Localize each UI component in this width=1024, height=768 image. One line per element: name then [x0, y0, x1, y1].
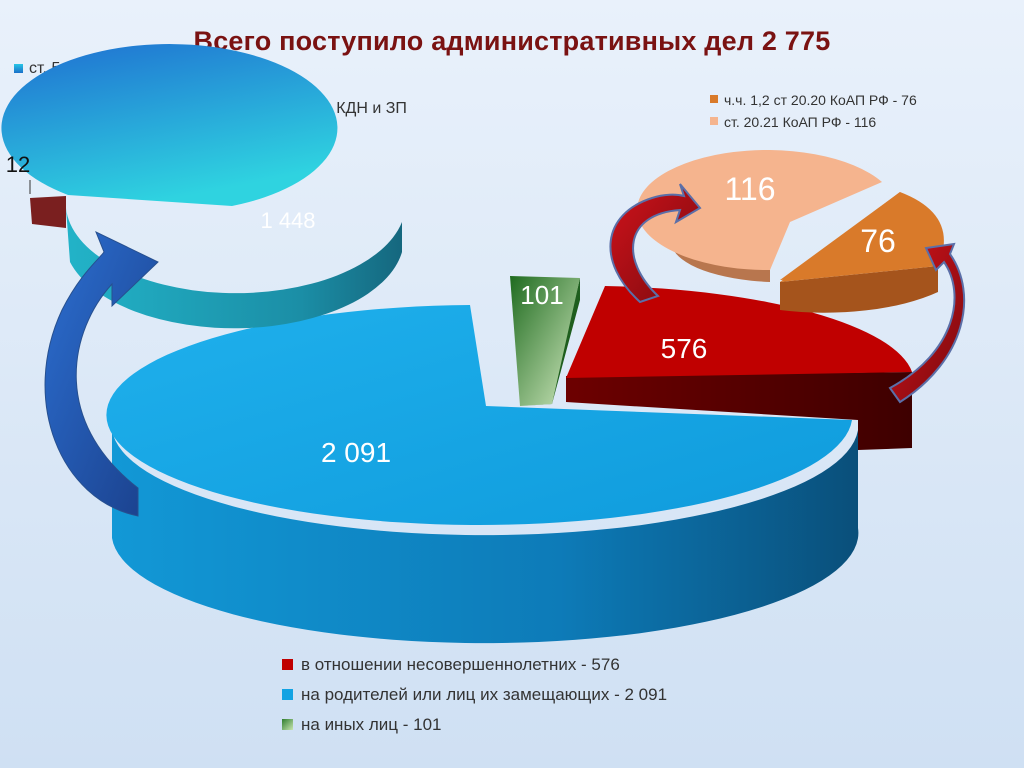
legend-label: на родителей или лиц их замещающих - 2 0…	[301, 685, 668, 704]
right-pie-slice-116-side	[672, 232, 770, 282]
main-pie-red-side	[566, 372, 912, 450]
main-pie-slice-others	[510, 276, 580, 406]
small-pie-slice-kdn	[30, 196, 66, 228]
main-pie-green-side	[520, 278, 580, 406]
legend-item-minors: в отношении несовершеннолетних - 576	[282, 650, 842, 680]
legend-swatch	[282, 719, 293, 730]
main-pie-slice-parents	[106, 305, 852, 525]
legend-item-parents: на родителей или лиц их замещающих - 2 0…	[282, 680, 842, 710]
data-label-535: 1 448	[260, 208, 315, 233]
right-pie-slice-76-side	[780, 266, 938, 313]
legend-swatch	[14, 64, 23, 73]
legend-bottom: в отношении несовершеннолетних - 576 на …	[282, 650, 842, 740]
legend-label: ч.ч. 1,2 ст 20.20 КоАП РФ - 76	[724, 92, 917, 108]
legend-swatch	[282, 659, 293, 670]
data-label-2021: 116	[724, 171, 775, 207]
data-label-kdn: 12	[6, 152, 30, 177]
legend-swatch	[710, 117, 718, 125]
legend-label: ст. 20.21 КоАП РФ - 116	[724, 114, 877, 130]
small-pie-slice-535	[1, 44, 338, 206]
arrow-left-icon	[44, 230, 159, 517]
main-pie-blue-side	[112, 420, 859, 644]
legend-label: в отношении несовершеннолетних - 576	[301, 655, 620, 674]
data-label-minors: 576	[661, 333, 708, 364]
data-label-2020: 76	[860, 223, 896, 259]
legend-swatch	[710, 95, 718, 103]
legend-swatch	[282, 689, 293, 700]
small-pie-side	[66, 208, 402, 329]
right-pie-slice-116	[637, 150, 882, 271]
legend-item-2020: ч.ч. 1,2 ст 20.20 КоАП РФ - 76	[710, 90, 1010, 110]
data-label-others: 101	[520, 280, 563, 310]
main-pie-slice-minors	[566, 286, 912, 378]
legend-top-right: ч.ч. 1,2 ст 20.20 КоАП РФ - 76 ст. 20.21…	[710, 90, 1010, 132]
legend-item-2021: ст. 20.21 КоАП РФ - 116	[710, 112, 1010, 132]
legend-label: на иных лиц - 101	[301, 715, 442, 734]
legend-item-others: на иных лиц - 101	[282, 710, 842, 740]
right-pie-slice-76-face	[780, 192, 944, 282]
arrow-right-top-icon	[609, 183, 702, 304]
page-title: Всего поступило административных дел 2 7…	[193, 26, 831, 56]
arrow-right-bottom-icon	[888, 242, 966, 404]
data-label-parents: 2 091	[321, 437, 391, 468]
